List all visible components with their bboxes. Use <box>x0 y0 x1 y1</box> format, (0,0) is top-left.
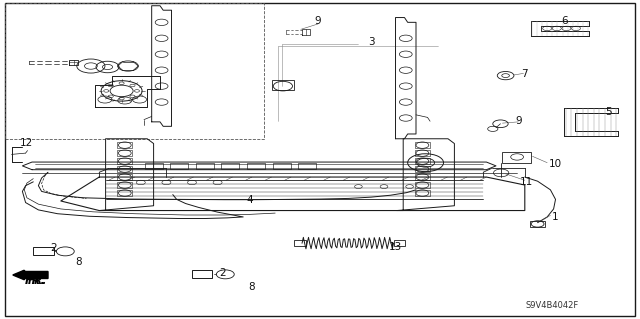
Text: FR.: FR. <box>25 276 45 286</box>
Bar <box>117 182 132 188</box>
Bar <box>502 152 531 163</box>
Text: FR.: FR. <box>28 276 47 286</box>
Bar <box>117 150 132 156</box>
Bar <box>415 150 430 156</box>
Bar <box>221 163 239 169</box>
Bar <box>192 270 212 278</box>
Bar <box>415 190 430 196</box>
Bar <box>33 247 54 255</box>
Text: 8: 8 <box>248 282 255 292</box>
Text: 2: 2 <box>219 268 225 278</box>
Text: 5: 5 <box>605 107 611 117</box>
Bar <box>117 158 132 164</box>
Text: 4: 4 <box>246 195 253 205</box>
Bar <box>415 158 430 164</box>
Bar <box>117 166 132 172</box>
Text: 2: 2 <box>50 243 56 253</box>
Bar <box>272 80 294 90</box>
Bar <box>117 142 132 148</box>
Bar <box>394 240 405 246</box>
Bar <box>196 163 214 169</box>
Bar <box>294 240 306 246</box>
Text: 9: 9 <box>315 16 321 26</box>
Bar <box>415 142 430 148</box>
Text: 12: 12 <box>20 137 33 148</box>
Bar <box>298 163 316 169</box>
Bar <box>247 163 265 169</box>
Bar <box>145 163 163 169</box>
Bar <box>117 174 132 180</box>
Bar <box>170 163 188 169</box>
Text: 6: 6 <box>561 16 568 26</box>
Text: 1: 1 <box>552 212 559 222</box>
Text: 11: 11 <box>520 177 533 187</box>
Bar <box>530 221 545 227</box>
Bar <box>117 190 132 196</box>
FancyArrow shape <box>13 270 48 280</box>
Text: 13: 13 <box>389 241 402 252</box>
Text: 7: 7 <box>522 69 528 79</box>
Bar <box>415 174 430 180</box>
Bar <box>415 182 430 188</box>
Text: S9V4B4042F: S9V4B4042F <box>525 301 579 310</box>
Text: 8: 8 <box>75 256 81 267</box>
Text: 10: 10 <box>548 159 561 169</box>
Bar <box>415 166 430 172</box>
Bar <box>5 3 264 139</box>
Text: 3: 3 <box>368 37 374 48</box>
Text: 9: 9 <box>515 116 522 126</box>
Bar <box>273 163 291 169</box>
